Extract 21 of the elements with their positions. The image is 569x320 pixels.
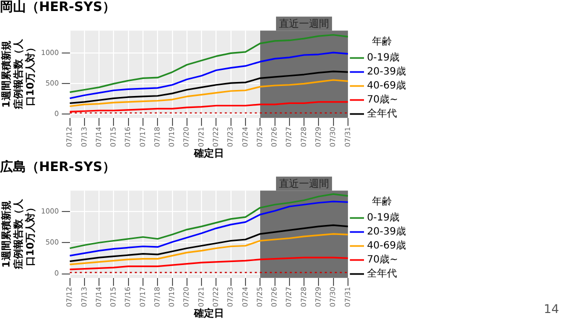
legend-label: 70歳~ — [366, 94, 398, 106]
legend-label: 40-69歳 — [366, 240, 406, 252]
x-axis-title: 確定日 — [192, 308, 224, 320]
band-label: 直近一週間 — [279, 18, 330, 30]
legend-label: 0-19歳 — [366, 212, 400, 224]
x-axis-title: 確定日 — [192, 148, 224, 160]
legend-title: 年齢 — [372, 36, 392, 48]
legend-label: 0-19歳 — [366, 52, 400, 64]
y-axis-title: 1週間累積新規症例報告数（人口10万人対） — [0, 38, 37, 110]
legend-label: 40-69歳 — [366, 80, 406, 92]
legend-label: 全年代 — [366, 108, 397, 120]
legend-label: 全年代 — [366, 268, 397, 280]
legend-label: 20-39歳 — [366, 226, 406, 238]
chart-title: 岡山（HER-SYS） — [0, 0, 116, 16]
text: 14 — [544, 302, 559, 316]
y-axis-title: 1週間累積新規症例報告数（人口10万人対） — [0, 198, 37, 270]
legend-label: 70歳~ — [366, 254, 398, 266]
chart-title: 広島（HER-SYS） — [0, 159, 116, 176]
band-label: 直近一週間 — [279, 178, 330, 190]
legend-label: 20-39歳 — [366, 66, 406, 78]
legend-title: 年齢 — [372, 196, 392, 208]
